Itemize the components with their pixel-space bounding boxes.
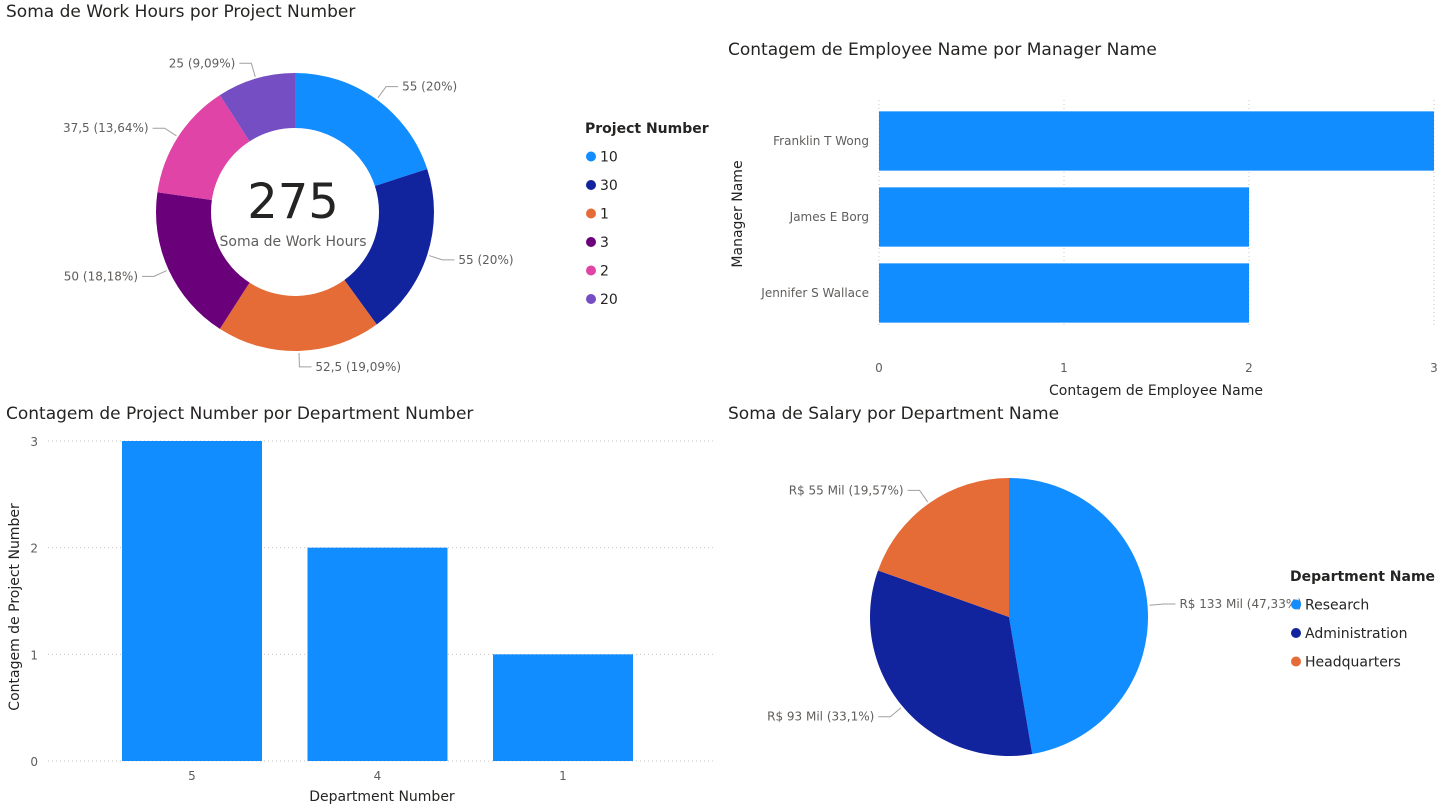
pie-data-label: R$ 93 Mil (33,1%) [767, 710, 874, 724]
hbar-bar[interactable] [879, 187, 1249, 247]
vbar-x-tick: 1 [559, 769, 567, 783]
vbar-x-tick: 4 [374, 769, 382, 783]
pie-chart[interactable]: R$ 133 Mil (47,33%) R$ 93 Mil (33,1%) R$ 5… [722, 402, 1443, 810]
pie-legend-item[interactable]: Administration [1305, 626, 1407, 642]
vbar-y-tick: 0 [30, 755, 38, 769]
hbar-x-tick: 1 [1060, 361, 1068, 375]
pie-slice[interactable] [870, 570, 1033, 756]
donut-slice[interactable] [219, 279, 377, 352]
pie-slice[interactable] [878, 478, 1009, 617]
pie-leader-line [907, 489, 929, 503]
donut-chart[interactable]: 55 (20%) 55 (20%) 52,5 (19,09%) 50 (18,18%)… [0, 0, 715, 395]
vbar-bar[interactable] [307, 547, 448, 761]
vbar-visual[interactable]: Contagem de Project Number por Departmen… [0, 402, 722, 810]
donut-slice[interactable] [344, 169, 435, 325]
pie-visual[interactable]: Soma de Salary por Department Name R$ 13… [722, 402, 1443, 810]
donut-visual[interactable]: Soma de Work Hours por Project Number 55… [0, 0, 715, 395]
donut-center-value: 275 [247, 174, 339, 230]
hbar-visual[interactable]: Contagem de Employee Name por Manager Na… [722, 38, 1443, 400]
donut-title: Soma de Work Hours por Project Number [6, 2, 356, 22]
donut-slice[interactable] [295, 73, 428, 187]
donut-legend-item[interactable]: 20 [600, 292, 618, 308]
donut-leader-line [142, 270, 167, 277]
hbar-y-tick: Franklin T Wong [773, 134, 869, 148]
donut-legend-title: Project Number [585, 121, 709, 137]
hbar-title: Contagem de Employee Name por Manager Na… [728, 40, 1157, 60]
pie-title: Soma de Salary por Department Name [728, 404, 1060, 424]
donut-legend-item[interactable]: 1 [600, 207, 609, 223]
donut-legend-item[interactable]: 3 [600, 235, 609, 251]
donut-data-label: 52,5 (19,09%) [315, 360, 401, 374]
vbar-bar[interactable] [122, 441, 262, 761]
hbar-bar[interactable] [879, 263, 1249, 323]
donut-leader-line [377, 86, 399, 99]
vbar-x-tick: 5 [188, 769, 196, 783]
donut-data-label: 50 (18,18%) [64, 269, 138, 283]
hbar-chart[interactable]: 0 1 2 3 Franklin T Wong James E Borg Jennifer … [722, 38, 1443, 400]
vbar-y-tick: 3 [30, 435, 38, 449]
vbar-bar[interactable] [493, 654, 633, 761]
hbar-y-tick: Jennifer S Wallace [760, 286, 869, 300]
donut-leader-line [239, 62, 256, 77]
donut-data-label: 37,5 (13,64%) [63, 121, 149, 135]
donut-data-label: 25 (9,09%) [169, 56, 236, 70]
pie-slice[interactable] [1009, 478, 1148, 755]
vbar-x-axis-title: Department Number [309, 789, 455, 805]
pie-legend-marker[interactable] [1291, 599, 1301, 610]
vbar-y-tick: 2 [30, 542, 38, 556]
donut-legend-marker[interactable] [586, 180, 596, 190]
donut-slice[interactable] [219, 73, 295, 142]
donut-legend-marker[interactable] [586, 151, 596, 162]
pie-legend-marker[interactable] [1291, 628, 1301, 638]
hbar-x-tick: 2 [1245, 361, 1253, 375]
donut-legend-marker[interactable] [586, 265, 596, 276]
donut-data-label: 55 (20%) [458, 253, 513, 267]
pie-data-label: R$ 133 Mil (47,33%) [1179, 597, 1301, 611]
donut-leader-line [298, 352, 312, 368]
donut-leader-line [152, 127, 177, 137]
hbar-bar[interactable] [879, 111, 1434, 171]
donut-legend-item[interactable]: 10 [600, 150, 618, 166]
donut-leader-line [428, 255, 455, 261]
pie-leader-line [1149, 603, 1176, 606]
pie-legend-marker[interactable] [1291, 656, 1301, 667]
vbar-y-tick: 1 [30, 648, 38, 662]
pie-leader-line [878, 707, 902, 718]
hbar-x-tick: 3 [1430, 361, 1438, 375]
donut-center-label: Soma de Work Hours [220, 234, 367, 250]
donut-data-label: 55 (20%) [402, 80, 457, 94]
vbar-y-axis-title: Contagem de Project Number [7, 503, 23, 711]
pie-legend-item[interactable]: Research [1305, 598, 1369, 614]
hbar-y-tick: James E Borg [789, 210, 869, 224]
vbar-title: Contagem de Project Number por Departmen… [6, 404, 474, 424]
donut-legend-marker[interactable] [586, 208, 596, 219]
donut-legend-item[interactable]: 2 [600, 264, 609, 280]
vbar-chart[interactable]: 0 1 2 3 5 4 1 Department Number Contagem de Proj… [0, 402, 722, 810]
pie-legend-item[interactable]: Headquarters [1305, 655, 1401, 671]
pie-data-label: R$ 55 Mil (19,57%) [789, 483, 904, 497]
pie-legend-title: Department Name [1290, 569, 1435, 585]
donut-slice[interactable] [157, 95, 250, 201]
hbar-y-axis-title: Manager Name [730, 160, 746, 267]
donut-legend-marker[interactable] [586, 294, 596, 304]
hbar-x-axis-title: Contagem de Employee Name [1049, 383, 1263, 399]
donut-slice[interactable] [156, 192, 250, 329]
donut-legend-item[interactable]: 30 [600, 178, 618, 194]
donut-legend-marker[interactable] [586, 237, 596, 247]
hbar-x-tick: 0 [875, 361, 883, 375]
